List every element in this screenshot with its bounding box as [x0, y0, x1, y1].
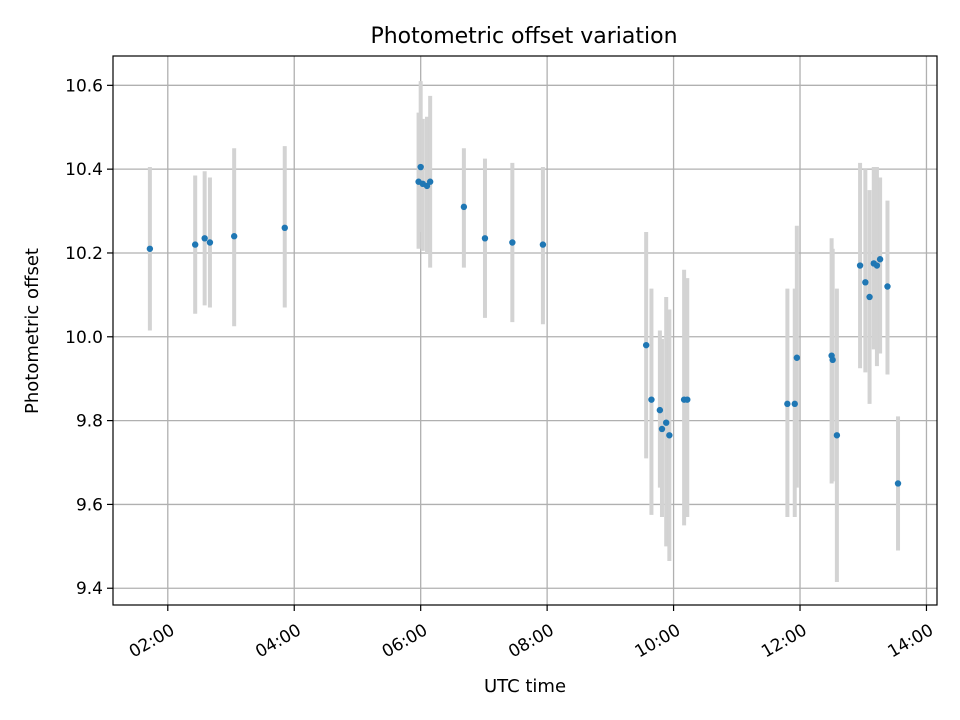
plot-frame	[112, 55, 938, 606]
data-point	[481, 235, 489, 242]
data-point	[191, 241, 199, 248]
data-point	[648, 396, 655, 403]
data-points	[146, 163, 902, 487]
data-point	[426, 178, 434, 185]
data-point	[539, 241, 547, 248]
x-axis-label: UTC time	[484, 676, 566, 697]
data-point	[281, 224, 288, 232]
data-point	[866, 293, 873, 301]
y-tick-label: 10.4	[65, 160, 103, 180]
data-point	[833, 432, 841, 439]
y-tick-label: 9.8	[76, 412, 103, 432]
data-point	[658, 425, 666, 433]
data-point	[873, 262, 881, 269]
data-point	[884, 283, 891, 290]
data-point	[656, 406, 664, 414]
data-point	[784, 400, 791, 408]
y-axis-ticks: 9.4 9.6 9.8 10.0 10.2 10.4 10.6	[65, 76, 113, 599]
data-point	[791, 400, 798, 408]
data-point	[509, 239, 516, 246]
data-point	[862, 279, 869, 286]
data-point	[642, 341, 650, 349]
data-point	[662, 419, 670, 426]
data-point	[201, 235, 208, 242]
data-point	[856, 262, 864, 269]
y-tick-label: 9.4	[76, 579, 103, 599]
data-point	[876, 256, 884, 263]
data-point	[417, 163, 424, 171]
data-point	[894, 480, 902, 487]
chart-title: Photometric offset variation	[370, 24, 677, 49]
y-tick-label: 10.6	[65, 76, 103, 96]
data-point	[230, 233, 238, 240]
data-point	[206, 239, 214, 246]
data-point	[793, 354, 801, 361]
data-point	[666, 432, 673, 439]
data-point	[684, 396, 691, 403]
y-tick-label: 10.2	[65, 244, 103, 264]
y-tick-label: 10.0	[65, 328, 103, 348]
y-axis-label: Photometric offset	[22, 248, 43, 414]
data-point	[829, 356, 836, 364]
data-point	[146, 245, 154, 252]
y-tick-label: 9.6	[76, 495, 103, 515]
grid	[113, 56, 937, 605]
data-point	[460, 203, 468, 211]
